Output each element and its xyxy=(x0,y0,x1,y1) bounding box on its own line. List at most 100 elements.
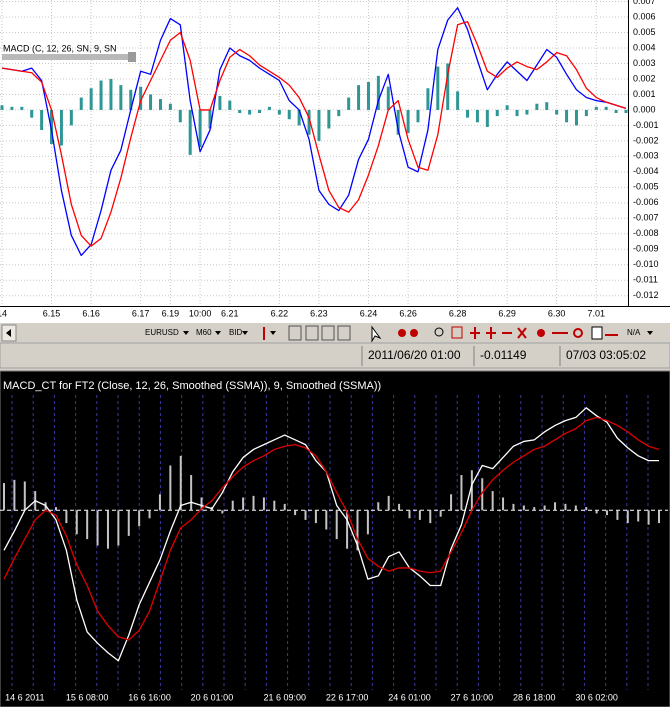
x-tick-label: 6.28 xyxy=(449,308,467,318)
histogram-bar xyxy=(23,481,26,511)
histogram-bar xyxy=(106,510,109,549)
icon[interactable] xyxy=(434,327,444,337)
histogram-bar xyxy=(554,502,557,511)
price-select[interactable]: BID xyxy=(229,328,243,337)
histogram-bar xyxy=(190,475,193,511)
mode-select[interactable]: N/A xyxy=(627,328,641,337)
histogram-bar xyxy=(314,510,317,524)
histogram-bar xyxy=(377,502,380,511)
y-tick-label: 0.005 xyxy=(633,27,656,37)
histogram-bar xyxy=(595,510,598,514)
histogram-bar xyxy=(109,78,113,110)
histogram-bar xyxy=(470,470,473,511)
histogram-bar xyxy=(456,91,460,110)
histogram-bar xyxy=(495,109,499,117)
status-clock: 07/03 03:05:02 xyxy=(566,348,646,362)
histogram-bar xyxy=(616,510,619,520)
status-time: 2011/06/20 01:00 xyxy=(368,348,461,362)
histogram-bar xyxy=(624,109,628,114)
histogram-bar xyxy=(0,105,4,110)
x-tick-label: 28 6 18:00 xyxy=(513,692,556,702)
histogram-bar xyxy=(208,109,212,129)
histogram-bar xyxy=(366,510,369,535)
histogram-bar xyxy=(491,491,494,511)
y-tick-label: -0.010 xyxy=(633,259,659,269)
histogram-bar xyxy=(565,109,569,123)
histogram-bar xyxy=(231,500,234,511)
y-tick-label: -0.001 xyxy=(633,120,659,130)
icon[interactable] xyxy=(305,325,319,341)
status-bar xyxy=(0,342,670,369)
histogram-bar xyxy=(535,103,539,110)
histogram-bar xyxy=(238,109,242,114)
histogram-bar xyxy=(396,109,400,135)
bottom-panel xyxy=(0,370,670,707)
histogram-bar xyxy=(408,510,411,519)
timeframe-select[interactable]: M60 xyxy=(196,328,212,337)
x-tick-label: 20 6 01:00 xyxy=(191,692,234,702)
y-tick-label: -0.005 xyxy=(633,182,659,192)
icon[interactable] xyxy=(398,329,406,337)
icon[interactable] xyxy=(517,327,527,339)
x-tick-label: 16 6 16:00 xyxy=(128,692,171,702)
x-tick-label: 6.26 xyxy=(399,308,417,318)
histogram-bar xyxy=(158,99,162,110)
histogram-bar xyxy=(555,109,559,115)
histogram-bar xyxy=(439,510,442,517)
x-tick-label: 14 xyxy=(0,308,7,318)
y-tick-label: -0.011 xyxy=(633,275,658,285)
line-series xyxy=(1,21,627,247)
y-tick-label: 0.007 xyxy=(633,0,656,6)
histogram-bar xyxy=(406,109,410,134)
histogram-bar xyxy=(604,106,608,110)
histogram-bar xyxy=(188,109,192,155)
histogram-bar xyxy=(54,507,57,511)
histogram-bar xyxy=(138,510,141,527)
histogram-bar xyxy=(658,510,660,524)
histogram-bar xyxy=(129,89,133,110)
y-tick-label: 0.001 xyxy=(633,89,656,99)
histogram-bar xyxy=(585,507,588,511)
y-tick-label: 0.006 xyxy=(633,11,656,21)
x-tick-label: 15 6 08:00 xyxy=(66,692,109,702)
histogram-bar xyxy=(337,109,341,117)
histogram-bar xyxy=(584,109,588,117)
y-tick-label: 0.002 xyxy=(633,73,656,83)
icon[interactable] xyxy=(321,325,335,341)
icon[interactable] xyxy=(451,326,463,339)
x-tick-label: 6.22 xyxy=(271,308,289,318)
histogram-bar xyxy=(294,510,297,516)
x-tick-label: 21 6 09:00 xyxy=(263,692,306,702)
icon[interactable] xyxy=(591,326,603,340)
histogram-bar xyxy=(502,497,505,511)
histogram-bar xyxy=(606,510,609,516)
y-tick-label: -0.004 xyxy=(633,166,659,176)
histogram-bar xyxy=(169,465,172,511)
icon[interactable] xyxy=(337,325,351,341)
x-tick-label: 6.19 xyxy=(162,308,180,318)
histogram-bar xyxy=(13,479,16,511)
icon[interactable] xyxy=(371,325,382,343)
x-tick-label: 30 6 02:00 xyxy=(575,692,618,702)
histogram-bar xyxy=(614,109,618,114)
indicator-title: MACD_CT for FT2 (Close, 12, 26, Smoothed… xyxy=(3,380,381,392)
icon[interactable] xyxy=(288,325,302,341)
histogram-bar xyxy=(75,510,78,535)
icon[interactable] xyxy=(537,329,545,337)
icon[interactable] xyxy=(410,329,418,337)
symbol-select[interactable]: EURUSD xyxy=(145,328,179,337)
x-tick-label: 6.21 xyxy=(221,308,239,318)
histogram-bar xyxy=(297,109,301,126)
histogram-bar xyxy=(533,507,536,511)
icon[interactable] xyxy=(573,328,583,338)
y-tick-label: -0.006 xyxy=(633,197,659,207)
histogram-bar xyxy=(356,510,359,551)
histogram-bar xyxy=(357,85,361,110)
histogram-bar xyxy=(10,106,14,110)
dropdown-arrow xyxy=(270,331,276,335)
dropdown-arrow xyxy=(242,331,248,335)
histogram-bar xyxy=(96,510,99,546)
histogram-bar xyxy=(446,63,450,110)
histogram-bar xyxy=(450,494,453,511)
x-tick-label: 27 6 10:00 xyxy=(451,692,494,702)
